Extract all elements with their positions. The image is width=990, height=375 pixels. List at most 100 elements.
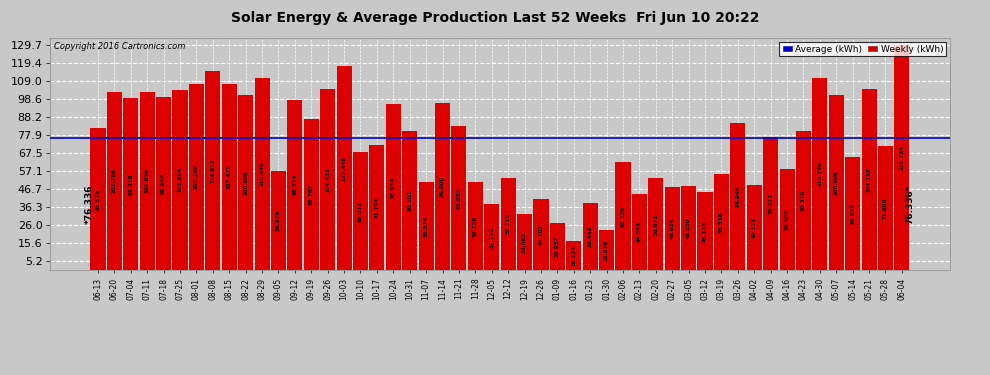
Bar: [616, 162, 631, 270]
Text: 49.128: 49.128: [751, 217, 756, 238]
Text: 95.954: 95.954: [391, 176, 396, 198]
Text: 117.448: 117.448: [342, 156, 346, 181]
Text: 107.472: 107.472: [227, 164, 232, 189]
Bar: [796, 130, 811, 270]
Bar: [549, 223, 565, 270]
Bar: [304, 120, 319, 270]
Bar: [878, 146, 893, 270]
Text: 45.136: 45.136: [703, 220, 708, 242]
Bar: [239, 95, 253, 270]
Text: 80.102: 80.102: [407, 190, 412, 211]
Bar: [386, 104, 401, 270]
Bar: [698, 192, 713, 270]
Bar: [287, 100, 302, 270]
Text: 81.878: 81.878: [95, 188, 101, 210]
Text: 76.872: 76.872: [768, 193, 773, 214]
Bar: [894, 45, 910, 270]
Bar: [599, 230, 614, 270]
Text: 44.064: 44.064: [637, 221, 642, 243]
Bar: [566, 241, 581, 270]
Text: 48.024: 48.024: [669, 218, 675, 239]
Bar: [205, 70, 221, 270]
Text: 98.214: 98.214: [292, 174, 297, 195]
Bar: [90, 128, 106, 270]
Bar: [763, 136, 778, 270]
Text: *76.336: *76.336: [85, 184, 94, 224]
Text: 76.336*: 76.336*: [906, 184, 915, 224]
Bar: [517, 214, 532, 270]
Bar: [681, 186, 696, 270]
Text: 84.944: 84.944: [736, 186, 741, 207]
Text: 99.318: 99.318: [129, 173, 134, 195]
Bar: [632, 194, 646, 270]
Text: 80.310: 80.310: [801, 190, 806, 211]
Text: 68.012: 68.012: [358, 200, 363, 222]
Bar: [124, 98, 139, 270]
Text: Solar Energy & Average Production Last 52 Weeks  Fri Jun 10 20:22: Solar Energy & Average Production Last 5…: [231, 11, 759, 25]
Bar: [468, 182, 483, 270]
Text: 16.534: 16.534: [571, 245, 576, 266]
Bar: [534, 199, 548, 270]
Text: 64.858: 64.858: [850, 203, 855, 225]
Bar: [419, 182, 434, 270]
Bar: [402, 131, 417, 270]
Bar: [813, 78, 828, 270]
Text: 86.762: 86.762: [309, 184, 314, 206]
Text: 32.062: 32.062: [522, 232, 527, 253]
Text: 110.940: 110.940: [259, 161, 264, 186]
Text: 99.968: 99.968: [161, 172, 166, 194]
Bar: [746, 185, 761, 270]
Bar: [107, 92, 122, 270]
Text: Copyright 2016 Cartronics.com: Copyright 2016 Cartronics.com: [54, 42, 185, 51]
Bar: [829, 95, 843, 270]
Bar: [353, 152, 368, 270]
Bar: [861, 89, 876, 270]
Text: 26.932: 26.932: [554, 236, 560, 257]
Bar: [435, 104, 450, 270]
Text: 102.786: 102.786: [112, 168, 117, 194]
Bar: [222, 84, 237, 270]
Text: 103.894: 103.894: [177, 167, 182, 192]
Text: 50.728: 50.728: [473, 215, 478, 237]
Text: 100.906: 100.906: [834, 170, 839, 195]
Legend: Average (kWh), Weekly (kWh): Average (kWh), Weekly (kWh): [779, 42, 945, 56]
Bar: [501, 178, 516, 270]
Text: 37.792: 37.792: [489, 226, 494, 248]
Text: 104.118: 104.118: [866, 167, 871, 192]
Bar: [156, 96, 171, 270]
Text: 104.432: 104.432: [325, 167, 331, 192]
Bar: [369, 146, 384, 270]
Text: 41.102: 41.102: [539, 224, 544, 245]
Text: 48.150: 48.150: [686, 217, 691, 239]
Text: 100.808: 100.808: [244, 170, 248, 195]
Text: 83.052: 83.052: [456, 188, 461, 209]
Text: 62.120: 62.120: [621, 206, 626, 226]
Text: 102.634: 102.634: [145, 168, 149, 194]
Bar: [845, 158, 860, 270]
Bar: [172, 90, 187, 270]
Text: 71.606: 71.606: [883, 197, 888, 219]
Text: 53.210: 53.210: [506, 213, 511, 234]
Bar: [779, 170, 795, 270]
Bar: [484, 204, 499, 270]
Bar: [337, 66, 351, 270]
Text: 96.000: 96.000: [440, 176, 446, 197]
Bar: [189, 84, 204, 270]
Text: 110.790: 110.790: [818, 162, 823, 186]
Bar: [140, 92, 154, 270]
Text: 55.536: 55.536: [719, 211, 724, 232]
Bar: [664, 187, 680, 270]
Text: 22.878: 22.878: [604, 240, 609, 261]
Text: 129.734: 129.734: [899, 145, 905, 170]
Bar: [271, 171, 286, 270]
Text: 56.976: 56.976: [276, 210, 281, 231]
Text: 53.072: 53.072: [653, 213, 658, 235]
Bar: [451, 126, 466, 270]
Text: 107.190: 107.190: [194, 165, 199, 189]
Text: 38.442: 38.442: [588, 226, 593, 248]
Bar: [648, 178, 663, 270]
Text: 58.008: 58.008: [784, 209, 790, 230]
Text: 114.912: 114.912: [210, 158, 216, 183]
Text: 71.794: 71.794: [374, 197, 379, 218]
Bar: [731, 123, 745, 270]
